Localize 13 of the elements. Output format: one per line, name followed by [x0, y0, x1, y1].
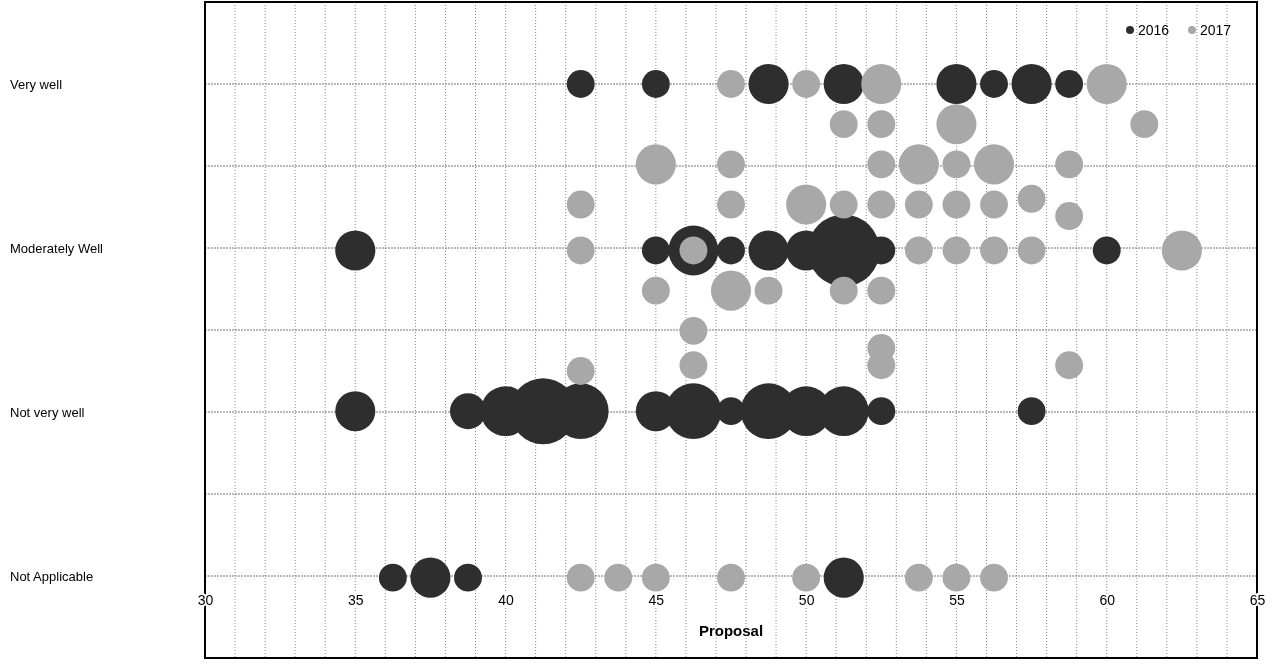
text: Moderately Well — [10, 240, 104, 256]
text: Very well — [10, 76, 63, 92]
x-tick-label: 40 — [498, 591, 515, 608]
x-tick-label: 50 — [798, 591, 815, 608]
x-tick-label: 60 — [1099, 591, 1116, 608]
x-tick-label: 55 — [949, 591, 965, 608]
text: Not very well — [10, 404, 85, 420]
x-axis-title: Proposal — [698, 622, 764, 639]
x-tick-label: 45 — [648, 591, 665, 608]
legend-label: 2016 — [1138, 21, 1170, 38]
legend-label: 2017 — [1200, 21, 1232, 38]
text: Not Applicable — [10, 568, 94, 584]
x-tick-label: 35 — [348, 591, 364, 608]
